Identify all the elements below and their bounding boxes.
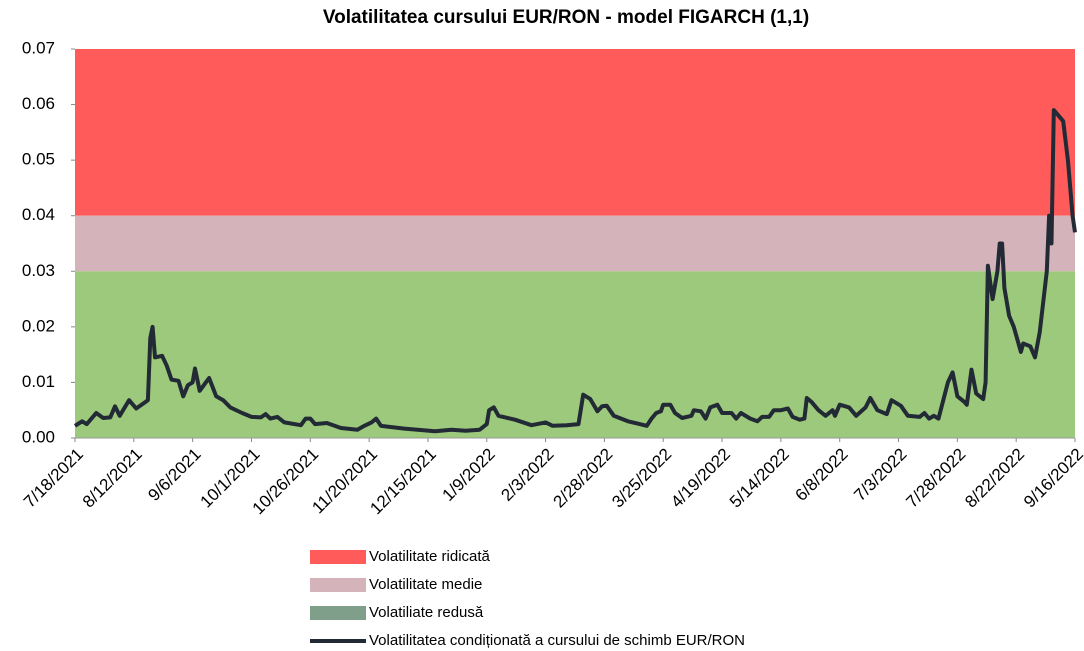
legend-swatch — [310, 550, 366, 564]
x-tick-label: 8/22/2022 — [961, 445, 1028, 512]
legend-label: Volatilitate medie — [369, 576, 482, 593]
legend-label: Volatilitatea condiționată a cursului de… — [369, 632, 745, 649]
y-tick-label: 0.06 — [22, 94, 55, 113]
x-tick-label: 3/25/2022 — [608, 445, 675, 512]
y-tick-label: 0.05 — [22, 150, 55, 169]
x-tick-label: 6/8/2022 — [791, 445, 851, 505]
y-tick-label: 0.04 — [22, 205, 55, 224]
series-line — [73, 108, 1077, 434]
x-tick-label: 7/3/2022 — [850, 445, 910, 505]
band — [75, 215, 1075, 272]
x-tick-label: 7/28/2022 — [902, 445, 969, 512]
x-tick-label: 5/14/2022 — [726, 445, 793, 512]
band — [75, 49, 1075, 216]
legend-label: Volatiliate redusă — [369, 604, 484, 621]
y-tick-label: 0.00 — [22, 427, 55, 446]
y-tick-label: 0.01 — [22, 372, 55, 391]
x-tick-label: 1/9/2022 — [439, 445, 499, 505]
legend-swatch — [310, 578, 366, 592]
x-tick-label: 4/19/2022 — [667, 445, 734, 512]
y-tick-label: 0.07 — [22, 38, 55, 57]
x-tick-label: 2/3/2022 — [497, 445, 557, 505]
chart-title: Volatilitatea cursului EUR/RON - model F… — [323, 7, 809, 28]
y-tick-label: 0.03 — [22, 261, 55, 280]
x-tick-label: 7/18/2021 — [20, 445, 87, 512]
y-tick-label: 0.02 — [22, 316, 55, 335]
x-tick-label: 9/16/2022 — [1020, 445, 1084, 512]
x-tick-label: 8/12/2021 — [79, 445, 146, 512]
x-tick-label: 2/28/2022 — [549, 445, 616, 512]
legend-label: Volatilitate ridicată — [369, 548, 491, 565]
band — [75, 271, 1075, 438]
x-tick-label: 9/6/2021 — [144, 445, 204, 505]
legend-swatch — [310, 606, 366, 620]
